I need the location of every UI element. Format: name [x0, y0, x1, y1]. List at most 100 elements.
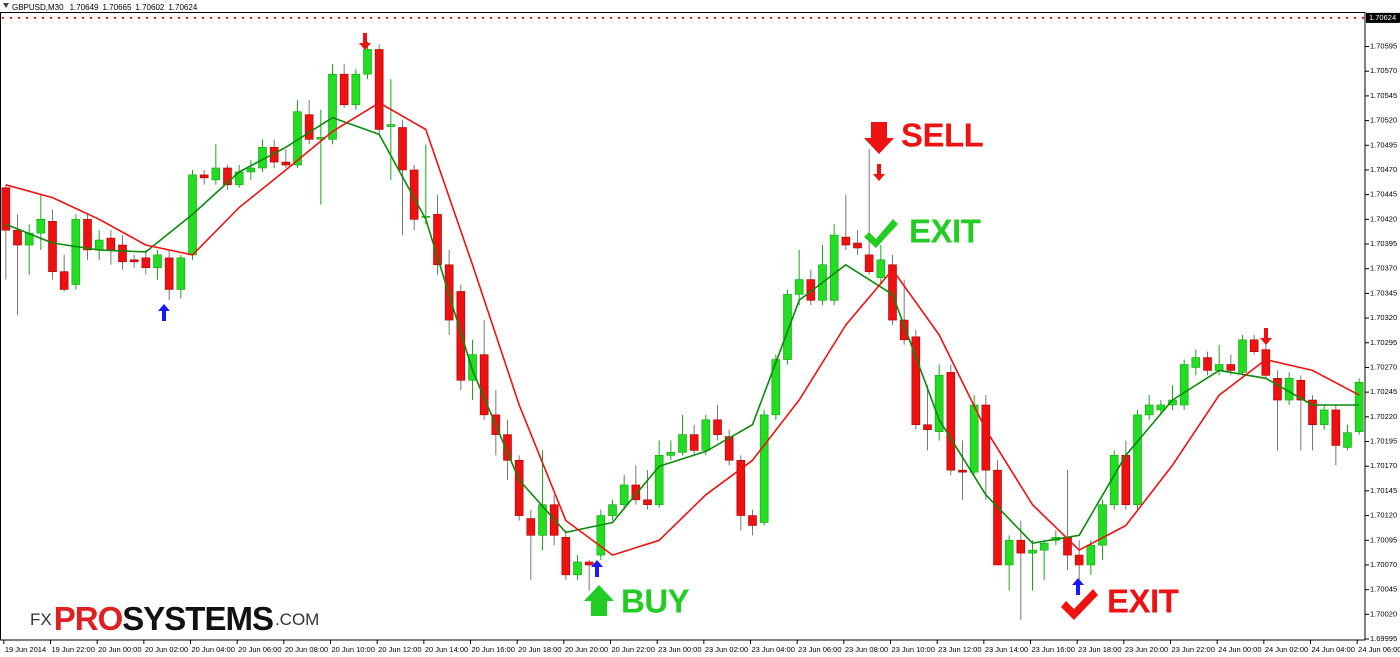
bear-candle-body [946, 372, 956, 471]
moving-average-line [5, 102, 1360, 556]
bear-candle-body [899, 319, 909, 341]
bear-candle-body [59, 271, 69, 290]
signal-arrows [158, 33, 1272, 595]
sell-arrow [1260, 328, 1272, 345]
bear-candle-body [958, 469, 967, 473]
annotations: SELL EXIT BUY EXIT [584, 117, 1179, 620]
bear-candle-body [923, 424, 932, 430]
bull-candle-body [701, 419, 711, 451]
bull-candle-body [351, 73, 361, 106]
bear-candle-body [456, 291, 466, 381]
x-tick-label: 20 Jun 16:00 [472, 645, 515, 654]
bear-candle-body [864, 254, 874, 272]
chart-header: GBPUSD,M30 1.70649 1.70665 1.70602 1.70624 [12, 3, 198, 12]
moving-average-line [5, 116, 1360, 544]
bear-candle-body [1308, 399, 1317, 426]
header-low: 1.70602 [135, 3, 164, 12]
bull-candle-body [1214, 364, 1224, 371]
y-tick-label: 1.70445 [1370, 190, 1397, 199]
x-tick-label: 20 Jun 14:00 [425, 645, 468, 654]
bear-candle-body [1296, 379, 1306, 401]
bull-candle-body [794, 279, 804, 295]
x-tick-label: 24 Jun 00:00 [1218, 645, 1261, 654]
bear-candle-body [1331, 409, 1341, 446]
bear-candle-body [1273, 378, 1282, 401]
x-tick-label: 24 Jun 06:00 [1358, 645, 1400, 654]
y-tick-label: 1.70320 [1370, 313, 1397, 322]
bull-candle-body [934, 375, 944, 432]
bull-candle-body [969, 404, 979, 473]
bull-candle-body [176, 257, 186, 290]
bull-candle-body [94, 239, 104, 251]
x-tick-label: 20 Jun 04:00 [192, 645, 235, 654]
x-tick-label: 23 Jun 16:00 [1032, 645, 1075, 654]
bull-candle-body [1179, 364, 1189, 406]
bull-candle-body [1191, 357, 1201, 368]
bear-candle-body [643, 499, 652, 506]
bull-candle-body [1039, 542, 1049, 551]
bull-candle-body [293, 111, 302, 166]
current-price-label: 1.70624 [1369, 13, 1396, 22]
bear-candle-body [1074, 554, 1084, 566]
bull-candle-body [771, 359, 781, 416]
x-tick-label: 23 Jun 10:00 [892, 645, 935, 654]
y-tick-label: 1.69995 [1370, 634, 1397, 643]
bear-candle-body [223, 167, 232, 186]
y-tick-label: 1.70270 [1370, 362, 1397, 371]
y-tick-label: 1.70245 [1370, 387, 1397, 396]
bear-candle-body [981, 404, 991, 471]
bull-candle-body [1319, 409, 1329, 426]
x-tick-label: 20 Jun 20:00 [565, 645, 608, 654]
x-tick-label: 19 Jun 2014 [5, 645, 46, 654]
bear-candle-body [993, 469, 1002, 566]
bear-candle-body [433, 214, 442, 266]
y-tick-label: 1.70220 [1370, 412, 1397, 421]
header-high: 1.70665 [103, 3, 132, 12]
sell-icon [864, 122, 894, 154]
x-tick-label: 23 Jun 00:00 [658, 645, 701, 654]
header-open: 1.70649 [70, 3, 99, 12]
bull-candle-body [1343, 432, 1352, 448]
bear-candle-body [409, 169, 419, 220]
logo-brand-red: PRO [54, 600, 123, 637]
x-tick-label: 20 Jun 08:00 [285, 645, 328, 654]
x-tick-label: 20 Jun 12:00 [378, 645, 421, 654]
sell-label: SELL [901, 117, 984, 154]
bear-candle-body [561, 537, 571, 576]
bull-candle-body [1156, 404, 1166, 411]
bear-candle-body [129, 259, 139, 263]
buy-label: BUY [621, 583, 690, 620]
y-tick-label: 1.70470 [1370, 165, 1397, 174]
exit-check [864, 219, 898, 248]
current-price-tag [1366, 12, 1400, 23]
y-tick-label: 1.70595 [1370, 42, 1397, 51]
x-tick-label: 23 Jun 14:00 [985, 645, 1028, 654]
bear-candle-body [736, 459, 746, 516]
bear-candle-body [48, 221, 57, 272]
x-tick-label: 20 Jun 02:00 [145, 645, 188, 654]
bull-candle-body [153, 254, 162, 269]
bear-candle-body [1226, 364, 1236, 371]
y-tick-label: 1.70120 [1370, 511, 1397, 520]
y-tick-label: 1.70495 [1370, 140, 1397, 149]
bull-candle-body [363, 49, 372, 75]
buy-arrow [158, 304, 170, 321]
bear-candle-body [141, 257, 151, 269]
bear-candle-body [1203, 357, 1212, 371]
bear-candle-body [853, 242, 862, 249]
x-tick-label: 24 Jun 04:00 [1312, 645, 1355, 654]
plot-area [1, 16, 1365, 621]
bear-candle-body [398, 127, 407, 171]
y-tick-label: 1.70570 [1370, 66, 1397, 75]
bear-candle-body [281, 161, 291, 166]
buy-icon [584, 585, 614, 616]
sell-arrow [873, 164, 885, 181]
symbol-title: GBPUSD,M30 [12, 3, 64, 12]
bull-candle-body [1098, 504, 1107, 546]
y-tick-label: 1.70170 [1370, 461, 1397, 470]
logo-prefix: FX [30, 610, 52, 629]
y-tick-label: 1.70045 [1370, 585, 1397, 594]
bear-candle-body [1249, 339, 1259, 352]
bear-candle-body [164, 257, 174, 290]
